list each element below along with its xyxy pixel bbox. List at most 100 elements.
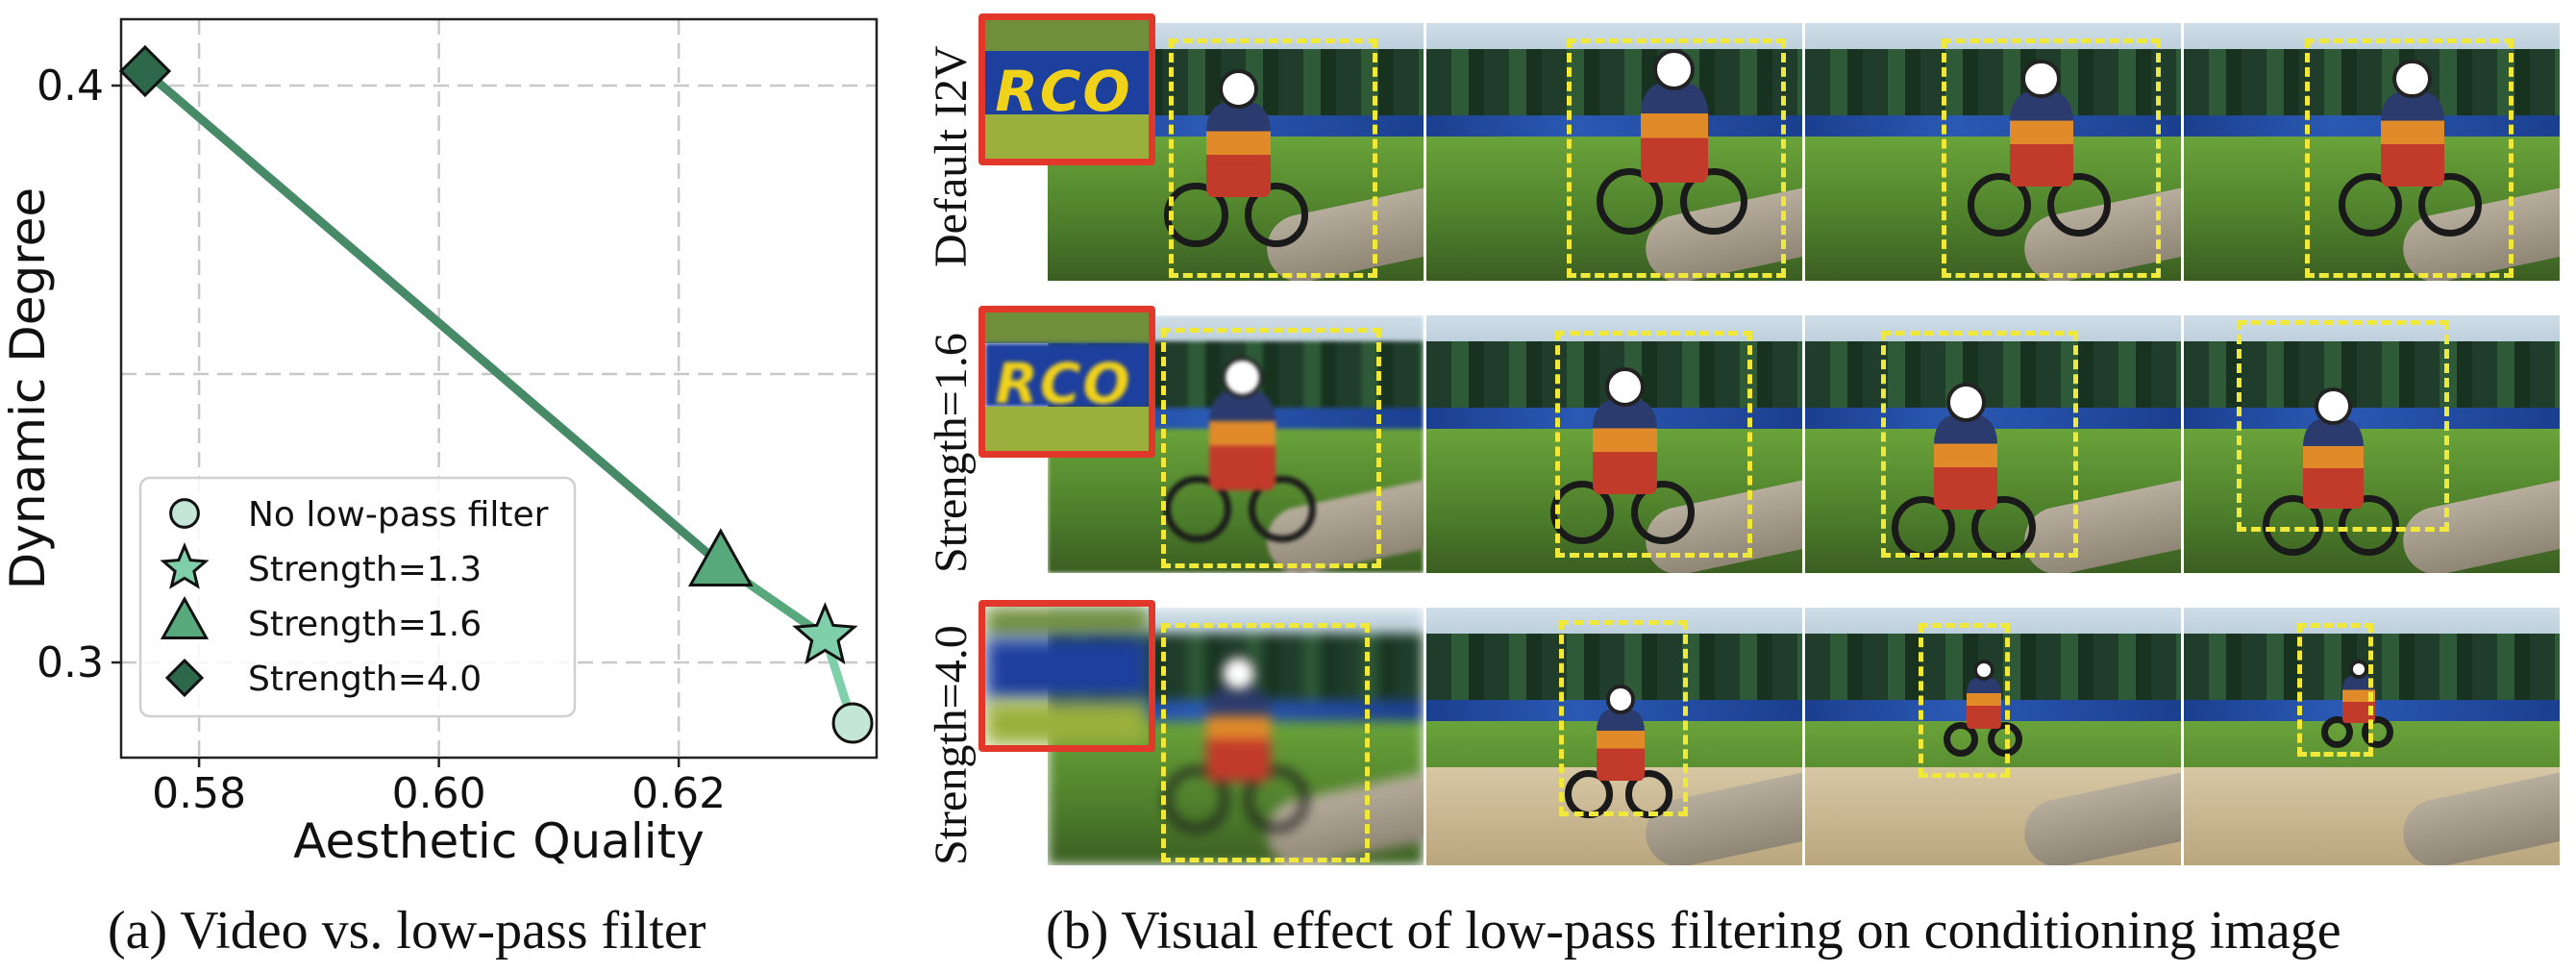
rear-wheel	[1596, 167, 1664, 236]
highlight-box	[1558, 620, 1688, 817]
inset-banner-text: RCO	[995, 351, 1132, 417]
video-frame	[1426, 315, 1805, 573]
y-tick-label: 0.3	[37, 638, 104, 687]
rider-body	[2009, 92, 2073, 187]
rider-helmet	[1605, 685, 1636, 715]
legend-marker-diamond	[164, 658, 205, 698]
legend-label: Strength=1.3	[248, 550, 482, 589]
rider-helmet	[1219, 69, 1259, 110]
inset-band	[985, 342, 1149, 407]
rear-wheel	[1164, 767, 1228, 832]
scene-trees	[1805, 48, 2181, 121]
rider-body	[1206, 686, 1271, 782]
rider-body	[1641, 84, 1708, 183]
rear-wheel	[1164, 475, 1231, 543]
scene-banner	[2184, 408, 2560, 429]
video-frame	[1805, 315, 2184, 573]
series-line-segment	[140, 66, 726, 569]
data-point-star	[792, 602, 858, 665]
rider-helmet	[1945, 382, 1986, 422]
zoom-inset: RCO	[978, 13, 1155, 165]
rider-body	[1966, 677, 2002, 730]
motorcycle-rider	[2260, 387, 2404, 573]
x-tick-label: 0.62	[632, 769, 726, 818]
rear-wheel	[2338, 172, 2402, 237]
highlight-box	[2297, 623, 2373, 758]
inset-topfill	[985, 607, 1149, 637]
motorcycle-rider	[2336, 59, 2488, 256]
rear-wheel	[1943, 721, 1978, 757]
front-wheel	[1244, 767, 1309, 832]
video-frame	[1426, 608, 1805, 865]
legend-box	[138, 476, 577, 718]
chart-panel-a: 0.58 0.60 0.62 0.3 0.4 Aesthetic Quality Dynam…	[0, 17, 879, 865]
x-tick-label: 0.60	[392, 769, 486, 818]
front-wheel	[2047, 172, 2112, 237]
frame-scene	[1426, 23, 1802, 281]
highlight-box	[1169, 38, 1377, 279]
rider-helmet	[1604, 366, 1645, 407]
front-wheel	[2362, 715, 2394, 748]
rider-helmet	[1219, 654, 1259, 694]
inset-field	[985, 406, 1149, 451]
inset-field	[985, 113, 1149, 159]
legend-label: Strength=4.0	[248, 660, 482, 699]
motorcycle-rider	[1593, 48, 1751, 255]
rider-body	[1933, 415, 1998, 511]
highlight-box	[2305, 38, 2514, 279]
legend-marker-star	[160, 542, 210, 589]
legend-marker-triangle	[160, 595, 210, 639]
front-wheel	[1244, 183, 1309, 247]
inset-banner-text: RCO	[995, 59, 1132, 125]
scene-banner	[1805, 408, 2181, 429]
motorcycle-rider	[1942, 659, 2025, 767]
scene-banner	[2184, 115, 2560, 137]
data-point-diamond	[118, 44, 172, 98]
y-tick-label: 0.4	[37, 62, 104, 111]
rider-body	[1597, 710, 1645, 781]
scene-banner	[1426, 115, 1802, 137]
rear-wheel	[2321, 715, 2354, 748]
x-tick-label: 0.58	[152, 769, 246, 818]
highlight-box	[1554, 331, 1752, 558]
plot-frame	[119, 17, 879, 760]
highlight-box	[1161, 328, 1381, 568]
rear-wheel	[1967, 172, 2031, 237]
video-frame	[1805, 608, 2184, 865]
inset-field	[985, 700, 1149, 745]
motorcycle-rider	[1548, 366, 1699, 563]
frame-scene	[2184, 608, 2560, 865]
front-wheel	[2418, 172, 2483, 237]
x-axis-label: Aesthetic Quality	[293, 813, 705, 865]
rear-wheel	[1164, 183, 1228, 247]
video-frame	[2184, 23, 2563, 281]
highlight-box	[1880, 331, 2078, 558]
scene-trees	[1426, 48, 1802, 121]
motorcycle-rider	[1964, 59, 2116, 256]
rider-body	[1208, 391, 1276, 490]
video-frame	[2184, 608, 2563, 865]
row-label-strength-4-0: Strength=4.0	[926, 625, 977, 865]
front-wheel	[1630, 480, 1695, 544]
rider-body	[1593, 400, 1657, 495]
front-wheel	[1680, 167, 1747, 236]
rider-helmet	[2392, 59, 2433, 99]
video-frame	[1805, 23, 2184, 281]
scene-trees	[2184, 48, 2560, 121]
data-point-triangle	[687, 528, 754, 586]
highlight-box	[1161, 623, 1370, 863]
motorcycle-rider	[1161, 69, 1313, 265]
y-axis-label: Dynamic Degree	[0, 187, 56, 589]
frame-scene	[2184, 23, 2560, 281]
highlight-box	[1941, 38, 2162, 279]
rider-helmet	[1653, 48, 1696, 90]
rider-body	[1206, 102, 1271, 197]
caption-a: (a) Video vs. low-pass filter	[108, 901, 706, 961]
video-frame	[2184, 315, 2563, 573]
inset-topfill	[985, 20, 1149, 51]
scene-banner	[1805, 115, 2181, 137]
zoom-inset: RCO	[978, 306, 1155, 458]
rider-helmet	[2021, 59, 2062, 99]
front-wheel	[2339, 495, 2400, 557]
rider-body	[2302, 418, 2364, 509]
